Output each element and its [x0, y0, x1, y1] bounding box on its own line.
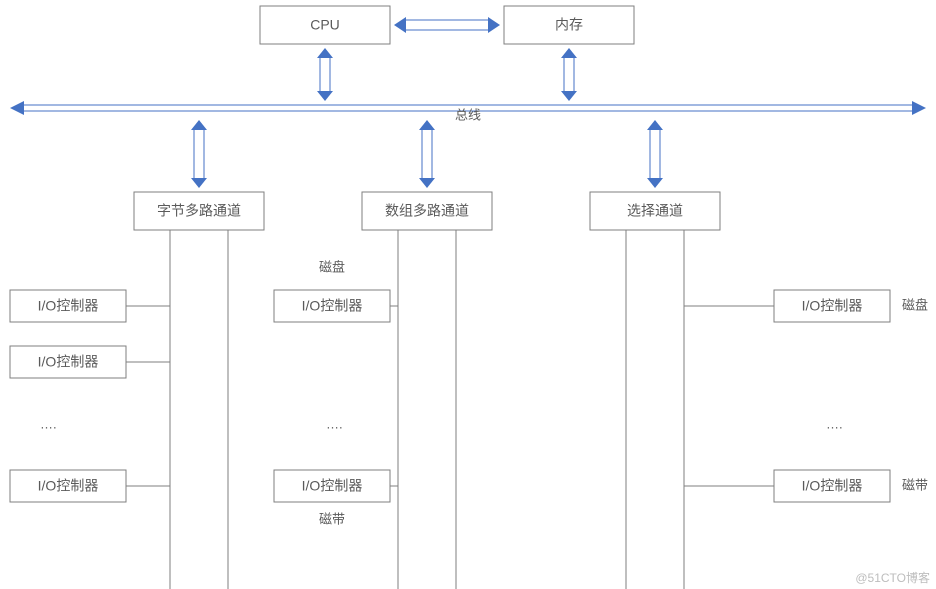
box-ioC1-label: I/O控制器 — [802, 298, 863, 314]
label-bus: 总线 — [455, 107, 481, 122]
box-ioA1-label: I/O控制器 — [38, 298, 99, 314]
bus-arrow-right — [912, 101, 926, 115]
box-ioB1-label: I/O控制器 — [302, 298, 363, 314]
box-ioB3-label: I/O控制器 — [302, 478, 363, 494]
box-chSel-label: 选择通道 — [627, 203, 683, 219]
box-cpu-label: CPU — [310, 17, 340, 33]
label-diskC: 磁盘 — [902, 297, 928, 312]
label-tapeB: 磁带 — [319, 511, 345, 526]
label-dotsC: …. — [826, 416, 843, 431]
box-ioC3-label: I/O控制器 — [802, 478, 863, 494]
box-ioA3-label: I/O控制器 — [38, 478, 99, 494]
box-chArr-label: 数组多路通道 — [385, 203, 469, 219]
bus-arrow-left — [10, 101, 24, 115]
box-mem-label: 内存 — [555, 17, 583, 33]
box-chByte-label: 字节多路通道 — [157, 203, 241, 219]
box-ioA2-label: I/O控制器 — [38, 354, 99, 370]
label-dotsB: …. — [326, 416, 343, 431]
label-tapeC: 磁带 — [902, 477, 928, 492]
label-diskB: 磁盘 — [319, 259, 345, 274]
watermark: @51CTO博客 — [855, 570, 930, 585]
label-dotsA: …. — [40, 416, 57, 431]
